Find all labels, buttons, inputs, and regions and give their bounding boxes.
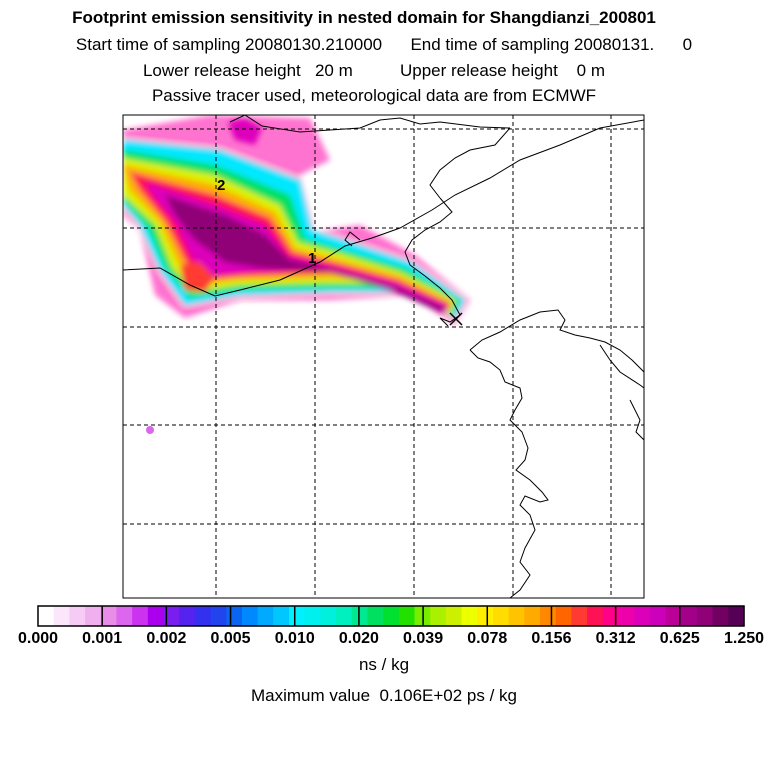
colorbar-cell xyxy=(540,606,557,626)
colorbar-cell xyxy=(665,606,682,626)
colorbar-cell xyxy=(100,606,118,626)
colorbar-tick-label: 0.010 xyxy=(274,630,315,647)
colorbar-cell xyxy=(336,606,353,626)
colorbar-cell xyxy=(681,606,698,626)
map-frame xyxy=(122,114,645,599)
colorbar-cell xyxy=(602,606,620,626)
isolated-sensitivity-spot xyxy=(146,426,154,434)
sensitivity-plume xyxy=(123,115,470,434)
colorbar-cell xyxy=(226,606,243,626)
colorbar-cell xyxy=(38,606,55,626)
colorbar-cell xyxy=(649,606,667,626)
point-label-1: 1 xyxy=(308,250,316,267)
colorbar-cell xyxy=(728,606,745,626)
colorbar-cell xyxy=(508,606,525,626)
colorbar-cell xyxy=(351,606,369,626)
colorbar-cell xyxy=(430,606,447,626)
colorbar-cell xyxy=(147,606,165,626)
colorbar-cell xyxy=(696,606,714,626)
colorbar-tick-label: 0.005 xyxy=(210,630,251,647)
colorbar-cell xyxy=(85,606,102,626)
colorbar-cell xyxy=(383,606,400,626)
colorbar-cell xyxy=(712,606,729,626)
colorbar-frame xyxy=(37,605,745,627)
colorbar-cell xyxy=(477,606,494,626)
colorbar-cell xyxy=(210,606,227,626)
colorbar-cell xyxy=(194,606,212,626)
colorbar-tick-label: 0.000 xyxy=(17,630,59,647)
colorbar-cell xyxy=(618,606,635,626)
colorbar-cell xyxy=(461,606,478,626)
colorbar-cell xyxy=(289,606,306,626)
colorbar-tick-label: 0.039 xyxy=(403,630,444,647)
release-height-line: Lower release height 20 m Upper release … xyxy=(142,61,606,80)
colorbar-cell xyxy=(445,606,463,626)
colorbar-cell xyxy=(571,606,588,626)
colorbar-tick-label: 0.625 xyxy=(659,630,700,647)
colorbar-cell xyxy=(492,606,510,626)
tracer-info-line: Passive tracer used, meteorological data… xyxy=(151,86,597,105)
colorbar-tick-label: 0.156 xyxy=(531,630,572,647)
colorbar-units: ns / kg xyxy=(358,655,410,674)
colorbar-tick-label: 0.078 xyxy=(467,630,508,647)
colorbar-cell xyxy=(587,606,604,626)
colorbar-tick-label: 0.002 xyxy=(146,630,187,647)
colorbar-cell xyxy=(257,606,274,626)
colorbar-cell xyxy=(304,606,321,626)
colorbar-tick-label: 0.001 xyxy=(82,630,123,647)
sampling-time-line: Start time of sampling 20080130.210000 E… xyxy=(75,35,693,54)
map-title: Footprint emission sensitivity in nested… xyxy=(72,8,656,27)
colorbar-cell xyxy=(132,606,149,626)
lat-lon-grid xyxy=(123,115,644,598)
colorbar-cell xyxy=(320,606,337,626)
colorbar-cell xyxy=(398,606,416,626)
colorbar-cell xyxy=(273,606,290,626)
station-marker xyxy=(449,312,463,326)
colorbar-cell xyxy=(69,606,86,626)
colorbar-cell xyxy=(555,606,573,626)
colorbar-cell xyxy=(53,606,70,626)
colorbar-cell xyxy=(163,606,180,626)
colorbar-cell xyxy=(367,606,384,626)
colorbar-tick-label: 0.312 xyxy=(595,630,636,647)
colorbar-cell xyxy=(634,606,651,626)
colorbar-tick-label: 0.020 xyxy=(338,630,379,647)
colorbar-tick-label: 1.250 xyxy=(723,630,765,647)
maximum-value-text: Maximum value 0.106E+02 ps / kg xyxy=(251,686,517,705)
colorbar-cell xyxy=(524,606,541,626)
colorbar-cell xyxy=(116,606,133,626)
colorbar-cell xyxy=(241,606,259,626)
point-label-2: 2 xyxy=(217,177,225,194)
coastlines-borders xyxy=(123,115,644,598)
colorbar-cell xyxy=(179,606,196,626)
